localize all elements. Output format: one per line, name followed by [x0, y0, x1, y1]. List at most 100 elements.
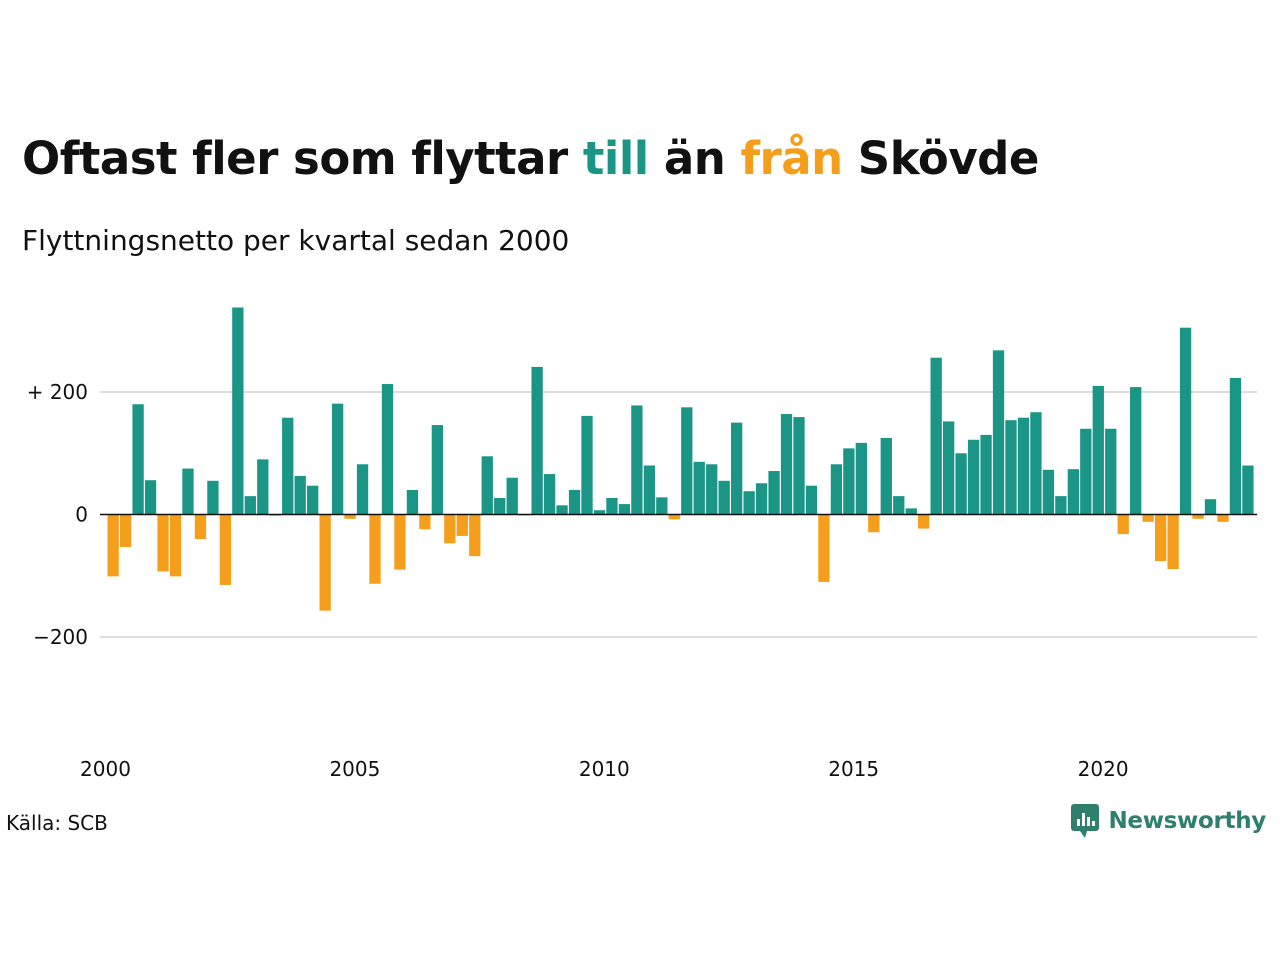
title-part-3: Skövde	[842, 132, 1040, 185]
brand-name: Newsworthy	[1108, 808, 1266, 834]
newsworthy-icon	[1071, 804, 1100, 838]
bar	[194, 514, 207, 539]
bar	[1067, 469, 1079, 515]
bar	[942, 421, 955, 515]
bar	[1142, 514, 1154, 522]
bar	[294, 475, 306, 515]
bar	[868, 514, 880, 533]
bar	[1229, 377, 1242, 515]
bar	[955, 453, 967, 515]
bar	[805, 485, 818, 515]
newsworthy-logo: Newsworthy	[1070, 803, 1266, 839]
bar	[1017, 417, 1030, 515]
chart-subtitle: Flyttningsnetto per kvartal sedan 2000	[22, 224, 570, 257]
source-note: Källa: SCB	[6, 811, 108, 835]
bar	[219, 514, 232, 585]
bar	[431, 425, 444, 515]
bar	[1080, 428, 1092, 515]
bar	[656, 497, 668, 515]
title-highlight-till: till	[582, 132, 649, 185]
bar	[244, 496, 256, 515]
y-tick-label: −200	[33, 625, 88, 649]
bar	[543, 474, 556, 515]
bar	[494, 497, 506, 515]
bar	[307, 485, 319, 515]
bar	[706, 464, 718, 515]
bar	[257, 459, 269, 515]
bar-chart: + 200 0 −200 2000 2005 2010 2015 2020	[27, 307, 1257, 781]
bar	[793, 417, 805, 515]
bar	[581, 415, 593, 515]
bar	[905, 508, 917, 515]
bar	[606, 497, 618, 515]
bar	[369, 514, 381, 584]
bar	[631, 405, 643, 515]
bar	[743, 491, 755, 515]
x-tick-label: 2005	[329, 757, 380, 781]
bar	[531, 366, 543, 515]
x-tick-label: 2010	[579, 757, 630, 781]
bar	[967, 439, 980, 515]
title-part-2: än	[648, 132, 741, 185]
x-tick-label: 2020	[1078, 757, 1129, 781]
x-tick-label: 2000	[80, 757, 131, 781]
bar	[855, 442, 867, 515]
bar	[319, 514, 331, 611]
bar	[593, 510, 606, 515]
bar	[1204, 499, 1217, 515]
bar	[481, 456, 493, 515]
bar	[331, 403, 344, 515]
bar	[1179, 327, 1192, 515]
bar	[718, 480, 730, 515]
bar	[157, 514, 169, 572]
bar	[930, 357, 942, 515]
bar	[980, 434, 992, 515]
bar	[406, 490, 419, 515]
bar	[506, 477, 518, 515]
bar	[830, 464, 843, 515]
bar	[568, 490, 581, 515]
bar	[1154, 514, 1167, 562]
bar	[119, 514, 132, 547]
bar	[132, 404, 144, 515]
bar	[918, 514, 930, 529]
bar	[618, 504, 631, 515]
bar	[992, 350, 1005, 515]
bar	[681, 407, 693, 515]
bar	[344, 514, 356, 519]
title-highlight-fran: från	[740, 132, 843, 185]
bar	[444, 514, 456, 544]
x-tick-label: 2015	[828, 757, 879, 781]
bar	[1192, 514, 1204, 519]
bar	[107, 514, 119, 577]
bar	[643, 465, 656, 515]
bar	[1167, 514, 1179, 570]
bar	[1005, 420, 1017, 515]
bar	[1092, 385, 1104, 515]
bar	[207, 480, 219, 515]
bar	[893, 496, 905, 515]
bar	[169, 514, 182, 577]
bar	[1105, 428, 1117, 515]
bar	[394, 514, 406, 570]
bar	[880, 437, 892, 515]
bar	[144, 480, 157, 515]
bar	[731, 422, 743, 515]
bar	[1030, 412, 1042, 515]
bar	[1055, 496, 1067, 515]
bar	[469, 514, 481, 557]
y-tick-label: 0	[75, 503, 88, 527]
bar	[1042, 469, 1055, 515]
bar	[1117, 514, 1129, 535]
bar	[381, 384, 394, 515]
bar	[356, 464, 369, 515]
bar	[1217, 514, 1229, 522]
title-part-1: Oftast fler som flyttar	[22, 132, 583, 185]
bar	[456, 514, 468, 536]
bar	[780, 414, 793, 515]
bar	[232, 307, 244, 515]
bar	[768, 471, 780, 515]
bar	[282, 417, 294, 515]
bar	[668, 514, 680, 520]
bar	[1130, 387, 1142, 515]
